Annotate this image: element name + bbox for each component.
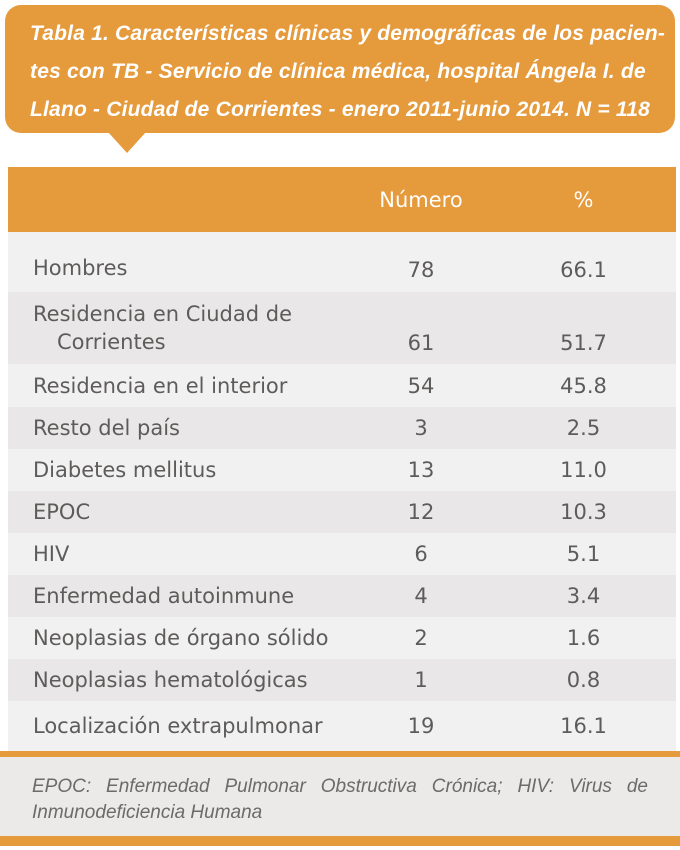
table-header-row: Número % bbox=[8, 167, 676, 232]
table-row: Neoplasias hematológicas 1 0.8 bbox=[8, 659, 676, 701]
clinical-characteristics-table: Número % Hombres 78 66.1 Residencia en C… bbox=[8, 167, 676, 751]
caption-line-1: Tabla 1. Características clínicas y demo… bbox=[30, 22, 666, 45]
header-label-empty bbox=[8, 167, 351, 232]
row-percent: 66.1 bbox=[560, 258, 607, 282]
row-percent: 1.6 bbox=[566, 626, 601, 650]
table-row: HIV 6 5.1 bbox=[8, 533, 676, 575]
row-label: Residencia en el interior bbox=[33, 373, 288, 398]
table-row: Residencia en el interior 54 45.8 bbox=[8, 364, 676, 407]
row-label: Resto del país bbox=[33, 416, 180, 440]
row-label: Residencia en Ciudad de Corrientes bbox=[33, 302, 292, 354]
row-percent: 10.3 bbox=[560, 500, 607, 524]
footnote-top-rule bbox=[0, 751, 680, 757]
row-percent: 51.7 bbox=[560, 331, 607, 355]
table-header: Número % bbox=[8, 167, 676, 232]
footnote-text: EPOC: Enfermedad Pulmonar Obstructiva Cr… bbox=[0, 757, 680, 836]
row-numero: 6 bbox=[414, 542, 428, 566]
row-percent: 2.5 bbox=[566, 416, 601, 440]
row-numero: 13 bbox=[407, 458, 435, 482]
row-percent: 5.1 bbox=[566, 542, 601, 566]
table-caption-bubble: Tabla 1. Características clínicas y demo… bbox=[5, 5, 675, 133]
caption-line-3: Llano - Ciudad de Corrientes - enero 201… bbox=[30, 98, 651, 121]
row-label: HIV bbox=[33, 542, 70, 566]
row-percent: 0.8 bbox=[566, 668, 601, 692]
row-label: Localización extrapulmonar bbox=[33, 714, 323, 738]
row-label: EPOC bbox=[33, 500, 91, 524]
table-body: Hombres 78 66.1 Residencia en Ciudad de C… bbox=[8, 232, 676, 751]
row-numero: 19 bbox=[407, 714, 435, 738]
footnote-bottom-rule bbox=[0, 836, 680, 846]
caption-line-2: tes con TB - Servicio de clínica médica,… bbox=[30, 60, 646, 83]
row-percent: 16.1 bbox=[560, 714, 607, 738]
row-numero: 54 bbox=[407, 373, 435, 398]
row-percent: 11.0 bbox=[560, 458, 607, 482]
row-label: Neoplasias de órgano sólido bbox=[33, 626, 329, 650]
table-row: Enfermedad autoinmune 4 3.4 bbox=[8, 575, 676, 617]
row-numero: 2 bbox=[414, 626, 428, 650]
bubble-tail-pointer bbox=[108, 132, 146, 153]
row-numero: 12 bbox=[407, 500, 435, 524]
table-row: Diabetes mellitus 13 11.0 bbox=[8, 449, 676, 491]
row-numero: 61 bbox=[407, 331, 435, 355]
table-row: Hombres 78 66.1 bbox=[8, 232, 676, 292]
row-percent: 45.8 bbox=[560, 373, 607, 398]
row-numero: 4 bbox=[414, 584, 428, 608]
row-percent: 3.4 bbox=[566, 584, 601, 608]
header-numero: Número bbox=[379, 187, 463, 212]
row-numero: 1 bbox=[414, 668, 428, 692]
table-row: Residencia en Ciudad de Corrientes 61 51.… bbox=[8, 292, 676, 364]
table-row: Neoplasias de órgano sólido 2 1.6 bbox=[8, 617, 676, 659]
row-label: Hombres bbox=[33, 256, 128, 280]
row-label: Enfermedad autoinmune bbox=[33, 584, 295, 608]
row-numero: 3 bbox=[414, 416, 428, 440]
row-label: Neoplasias hematológicas bbox=[33, 668, 308, 692]
row-numero: 78 bbox=[407, 258, 435, 282]
table-row: Localización extrapulmonar 19 16.1 bbox=[8, 701, 676, 751]
table-row: EPOC 12 10.3 bbox=[8, 491, 676, 533]
header-percent: % bbox=[573, 187, 594, 212]
table-row: Resto del país 3 2.5 bbox=[8, 407, 676, 449]
row-label: Diabetes mellitus bbox=[33, 458, 217, 482]
